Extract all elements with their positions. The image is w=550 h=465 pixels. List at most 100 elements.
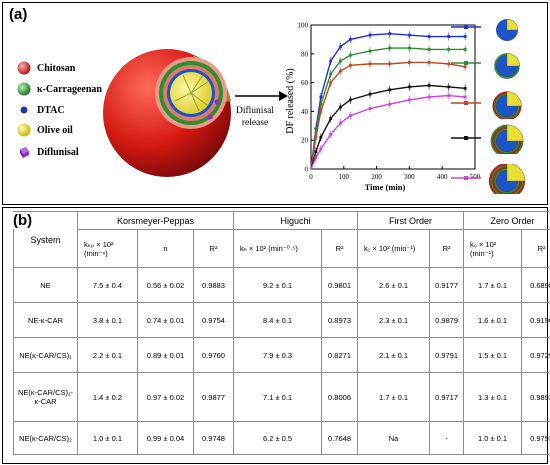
data-point <box>314 150 318 154</box>
nanoparticle-icon <box>496 18 519 41</box>
series-4 <box>310 81 467 170</box>
value-cell: 0.56 ± 0.02 <box>137 267 194 303</box>
x-tick-label: 200 <box>371 173 382 181</box>
value-cell: 1.3 ± 0.1 <box>463 372 523 422</box>
value-cell: 1.7 ± 0.1 <box>463 267 523 303</box>
data-point <box>427 35 431 38</box>
group-header: First Order <box>357 211 465 230</box>
chart-series <box>310 29 467 170</box>
data-point <box>408 61 411 64</box>
data-point <box>348 114 352 118</box>
data-point <box>408 46 411 50</box>
column-header: n <box>137 229 194 268</box>
panel-a: (a) Chitosan κ-Carrageenan DTAC Olive oi… <box>2 2 548 205</box>
series-legend-item <box>451 164 526 194</box>
value-cell: 1.6 ± 0.1 <box>463 302 523 338</box>
data-point <box>319 135 323 139</box>
value-cell: 2.6 ± 0.1 <box>357 267 431 303</box>
nanoparticle-icon <box>488 164 526 194</box>
column-header: R² <box>521 229 550 268</box>
data-point <box>348 63 352 67</box>
value-cell: 0.9791 <box>429 337 465 373</box>
value-cell: 0.99 ± 0.04 <box>137 421 194 455</box>
data-point <box>427 95 431 99</box>
data-point <box>368 62 372 66</box>
data-point <box>319 95 323 99</box>
red-sphere-icon <box>17 61 31 75</box>
column-header: k₀ × 10² (min⁻¹) <box>463 229 523 268</box>
value-cell: 0.9883 <box>192 267 235 303</box>
legend-marker <box>464 136 468 140</box>
data-point <box>314 131 318 135</box>
data-point <box>368 49 372 53</box>
legend-label: DTAC <box>37 104 65 116</box>
value-cell: 2.2 ± 0.1 <box>77 337 138 373</box>
series-line <box>310 47 466 170</box>
yellow-sphere-icon <box>17 123 31 137</box>
group-header: Zero Order <box>463 211 550 230</box>
series-1 <box>310 29 467 170</box>
data-point <box>463 65 467 69</box>
data-point <box>339 59 342 63</box>
y-tick-label: 40 <box>301 108 309 116</box>
value-cell: 8.4 ± 0.1 <box>233 302 323 338</box>
panel-b-label: (b) <box>13 212 33 229</box>
data-point <box>447 94 451 97</box>
value-cell: 0.9177 <box>429 267 465 303</box>
data-point <box>463 48 467 51</box>
data-point <box>368 107 372 110</box>
group-header-row: System Korsmeyer-Peppas Higuchi First Or… <box>13 211 550 268</box>
value-cell: 1.7 ± 0.1 <box>357 372 431 422</box>
legend-label: Olive oil <box>37 124 73 136</box>
value-cell: 0.9893 <box>521 372 550 422</box>
data-point <box>447 35 451 38</box>
series-line <box>310 61 466 170</box>
legend-label: Diflunisal <box>37 146 79 158</box>
data-point <box>329 72 333 76</box>
data-point <box>339 45 342 48</box>
value-cell: 0.9760 <box>192 337 235 373</box>
legend-label: κ-Carrageenan <box>37 83 102 95</box>
value-cell: 0.9748 <box>192 421 235 455</box>
nanoparticle-icon <box>490 124 524 154</box>
series-legend-item <box>451 124 524 154</box>
value-cell: 0.9801 <box>321 267 359 303</box>
data-point <box>368 92 372 96</box>
nanoparticle-illustration <box>103 49 231 177</box>
data-point <box>319 110 323 113</box>
series-legend <box>449 9 549 204</box>
data-point <box>388 102 392 106</box>
legend-item-dtac: DTAC <box>17 103 65 117</box>
column-header: R² <box>321 229 359 268</box>
data-point <box>463 95 467 99</box>
data-point <box>329 81 333 84</box>
y-tick-label: 20 <box>301 137 309 145</box>
value-cell: 0.9754 <box>192 302 235 338</box>
value-cell: 0.8973 <box>321 302 359 338</box>
y-tick-label: 100 <box>298 22 309 30</box>
data-point <box>447 85 451 89</box>
column-header: R² <box>192 229 235 268</box>
data-point <box>339 69 342 73</box>
value-cell: 0.89 ± 0.01 <box>137 337 194 373</box>
data-point <box>314 135 318 139</box>
series-line <box>310 84 466 170</box>
value-cell: 2.1 ± 0.1 <box>357 337 431 373</box>
x-tick-label: 500 <box>470 173 481 181</box>
data-point <box>339 105 342 109</box>
y-tick-label: 0 <box>305 166 309 174</box>
series-line <box>310 94 466 170</box>
green-sphere-icon <box>17 82 31 96</box>
data-point <box>348 98 352 102</box>
legend-marker <box>464 176 468 180</box>
data-point <box>329 133 333 136</box>
value-cell: 1.4 ± 0.2 <box>77 372 138 422</box>
x-axis-label: Time (min) <box>365 182 406 192</box>
value-cell: 0.9793 <box>521 421 550 455</box>
group-header: Higuchi <box>233 211 359 230</box>
data-point <box>314 156 318 159</box>
nanoparticle-icon <box>492 91 522 119</box>
panel-b: (b) System Korsmeyer-Peppas Higuchi Firs… <box>2 207 550 464</box>
series-legend-item <box>451 91 522 119</box>
